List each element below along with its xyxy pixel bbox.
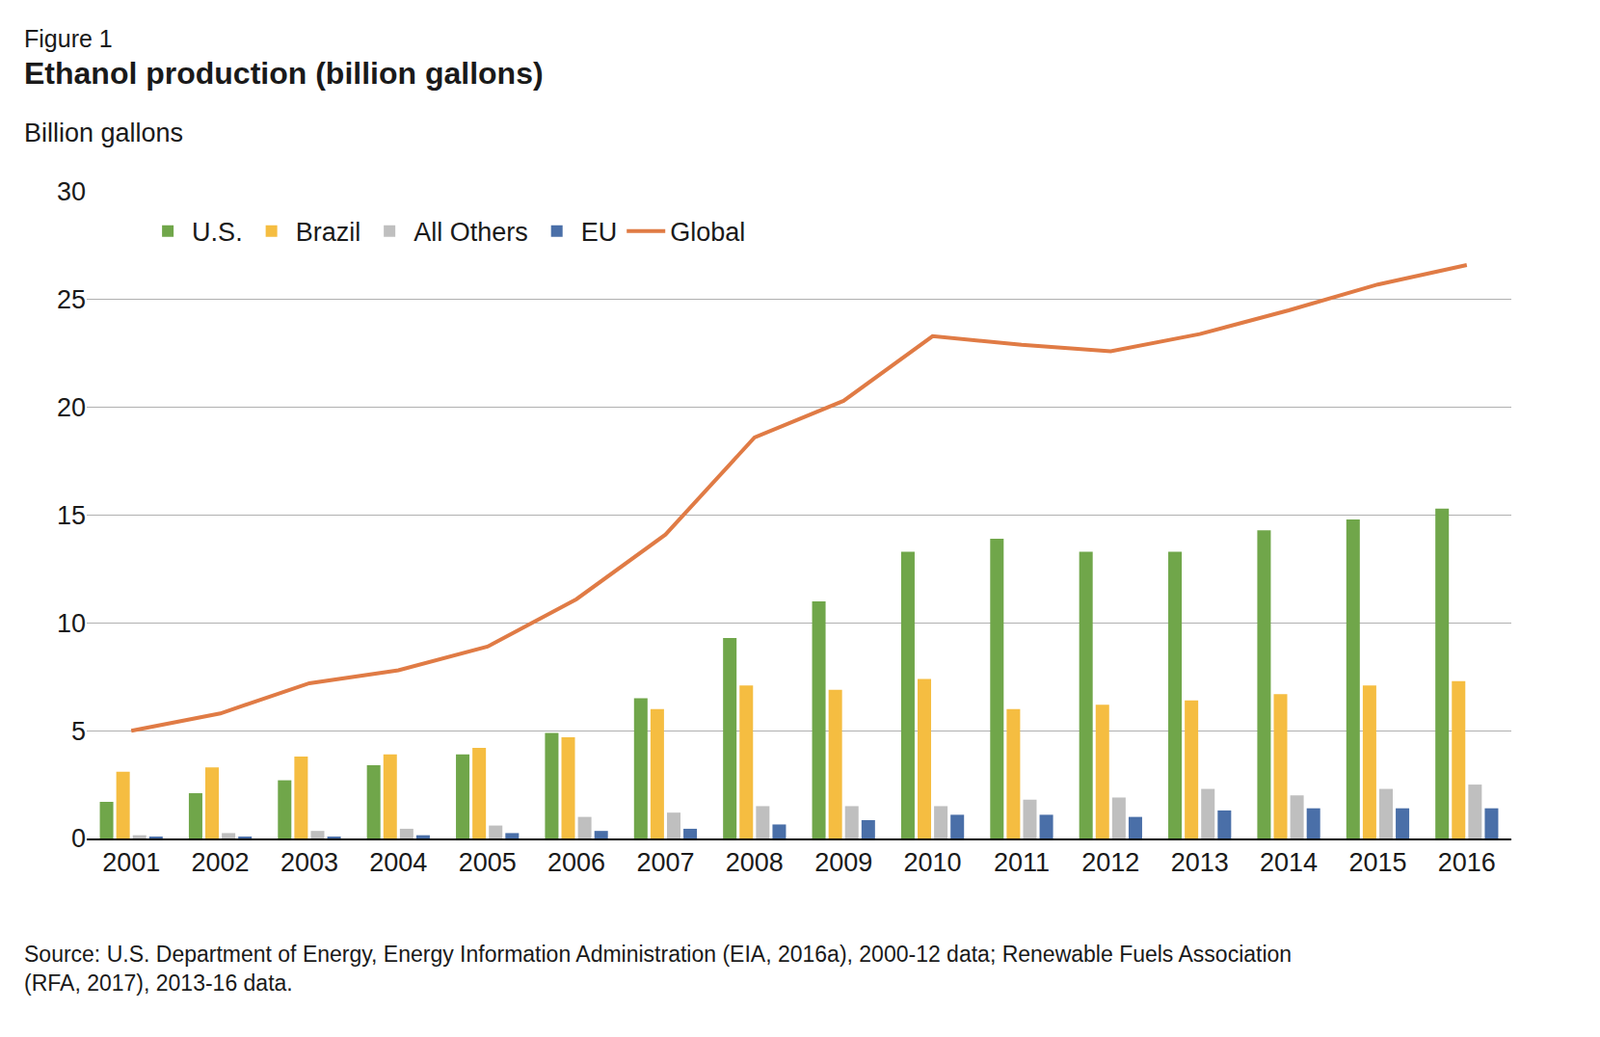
svg-text:2010: 2010 [904, 848, 962, 878]
svg-text:20: 20 [56, 393, 86, 423]
svg-text:25: 25 [56, 285, 86, 315]
svg-text:5: 5 [71, 717, 86, 747]
svg-text:2013: 2013 [1171, 848, 1229, 878]
svg-text:All Others: All Others [413, 217, 529, 247]
svg-text:Figure 1: Figure 1 [24, 25, 113, 53]
svg-text:2006: 2006 [547, 848, 606, 878]
svg-text:2007: 2007 [636, 848, 694, 878]
svg-text:2003: 2003 [280, 848, 339, 878]
svg-text:2002: 2002 [191, 848, 250, 878]
svg-text:Source: U.S. Department of Ene: Source: U.S. Department of Energy, Energ… [24, 941, 1292, 996]
svg-text:2014: 2014 [1259, 848, 1318, 878]
svg-text:2012: 2012 [1081, 848, 1140, 878]
svg-text:2008: 2008 [725, 848, 784, 878]
svg-text:10: 10 [56, 609, 86, 639]
svg-text:2005: 2005 [458, 848, 517, 878]
svg-text:0: 0 [71, 824, 86, 854]
svg-text:2004: 2004 [369, 848, 427, 878]
svg-text:Billion gallons: Billion gallons [24, 118, 184, 148]
svg-text:EU: EU [581, 217, 618, 247]
svg-text:30: 30 [56, 177, 86, 207]
svg-text:Brazil: Brazil [295, 217, 362, 247]
svg-text:2009: 2009 [814, 848, 873, 878]
svg-text:2011: 2011 [993, 848, 1050, 878]
svg-text:Global: Global [669, 217, 746, 247]
svg-text:15: 15 [56, 501, 86, 531]
svg-text:2001: 2001 [102, 848, 160, 878]
svg-text:U.S.: U.S. [191, 217, 243, 247]
svg-text:Ethanol production (billion ga: Ethanol production (billion gallons) [24, 55, 544, 91]
svg-text:2016: 2016 [1438, 848, 1496, 878]
svg-text:2015: 2015 [1348, 848, 1407, 878]
